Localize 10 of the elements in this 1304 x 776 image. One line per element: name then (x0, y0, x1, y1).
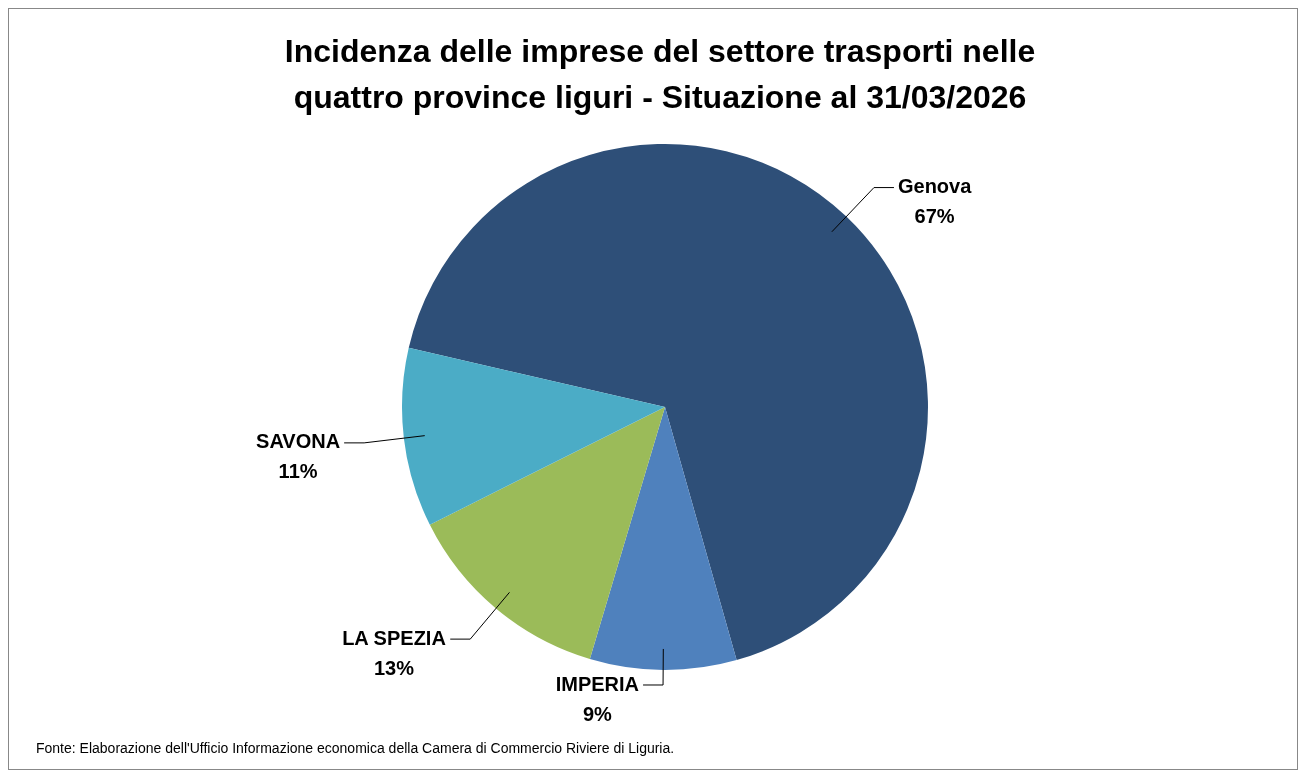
slice-label: LA SPEZIA (342, 626, 446, 649)
slice-label: Genova (897, 175, 973, 198)
data-label: 67% (914, 205, 955, 228)
data-label: 11% (278, 460, 318, 483)
data-label: 9% (582, 702, 613, 725)
slice-label: SAVONA (256, 430, 341, 453)
slice-label: IMPERIA (555, 672, 640, 695)
chart-title: Incidenza delle imprese del settore trasporti nelle quattro province liguri - Situazione al 31/03/2026 (283, 32, 1037, 117)
source-note: Fonte: Elaborazione dell'Ufficio Informazione economica della Camera di Commercio Riviere di Liguria. (36, 740, 675, 756)
data-label: 13% (373, 656, 415, 679)
